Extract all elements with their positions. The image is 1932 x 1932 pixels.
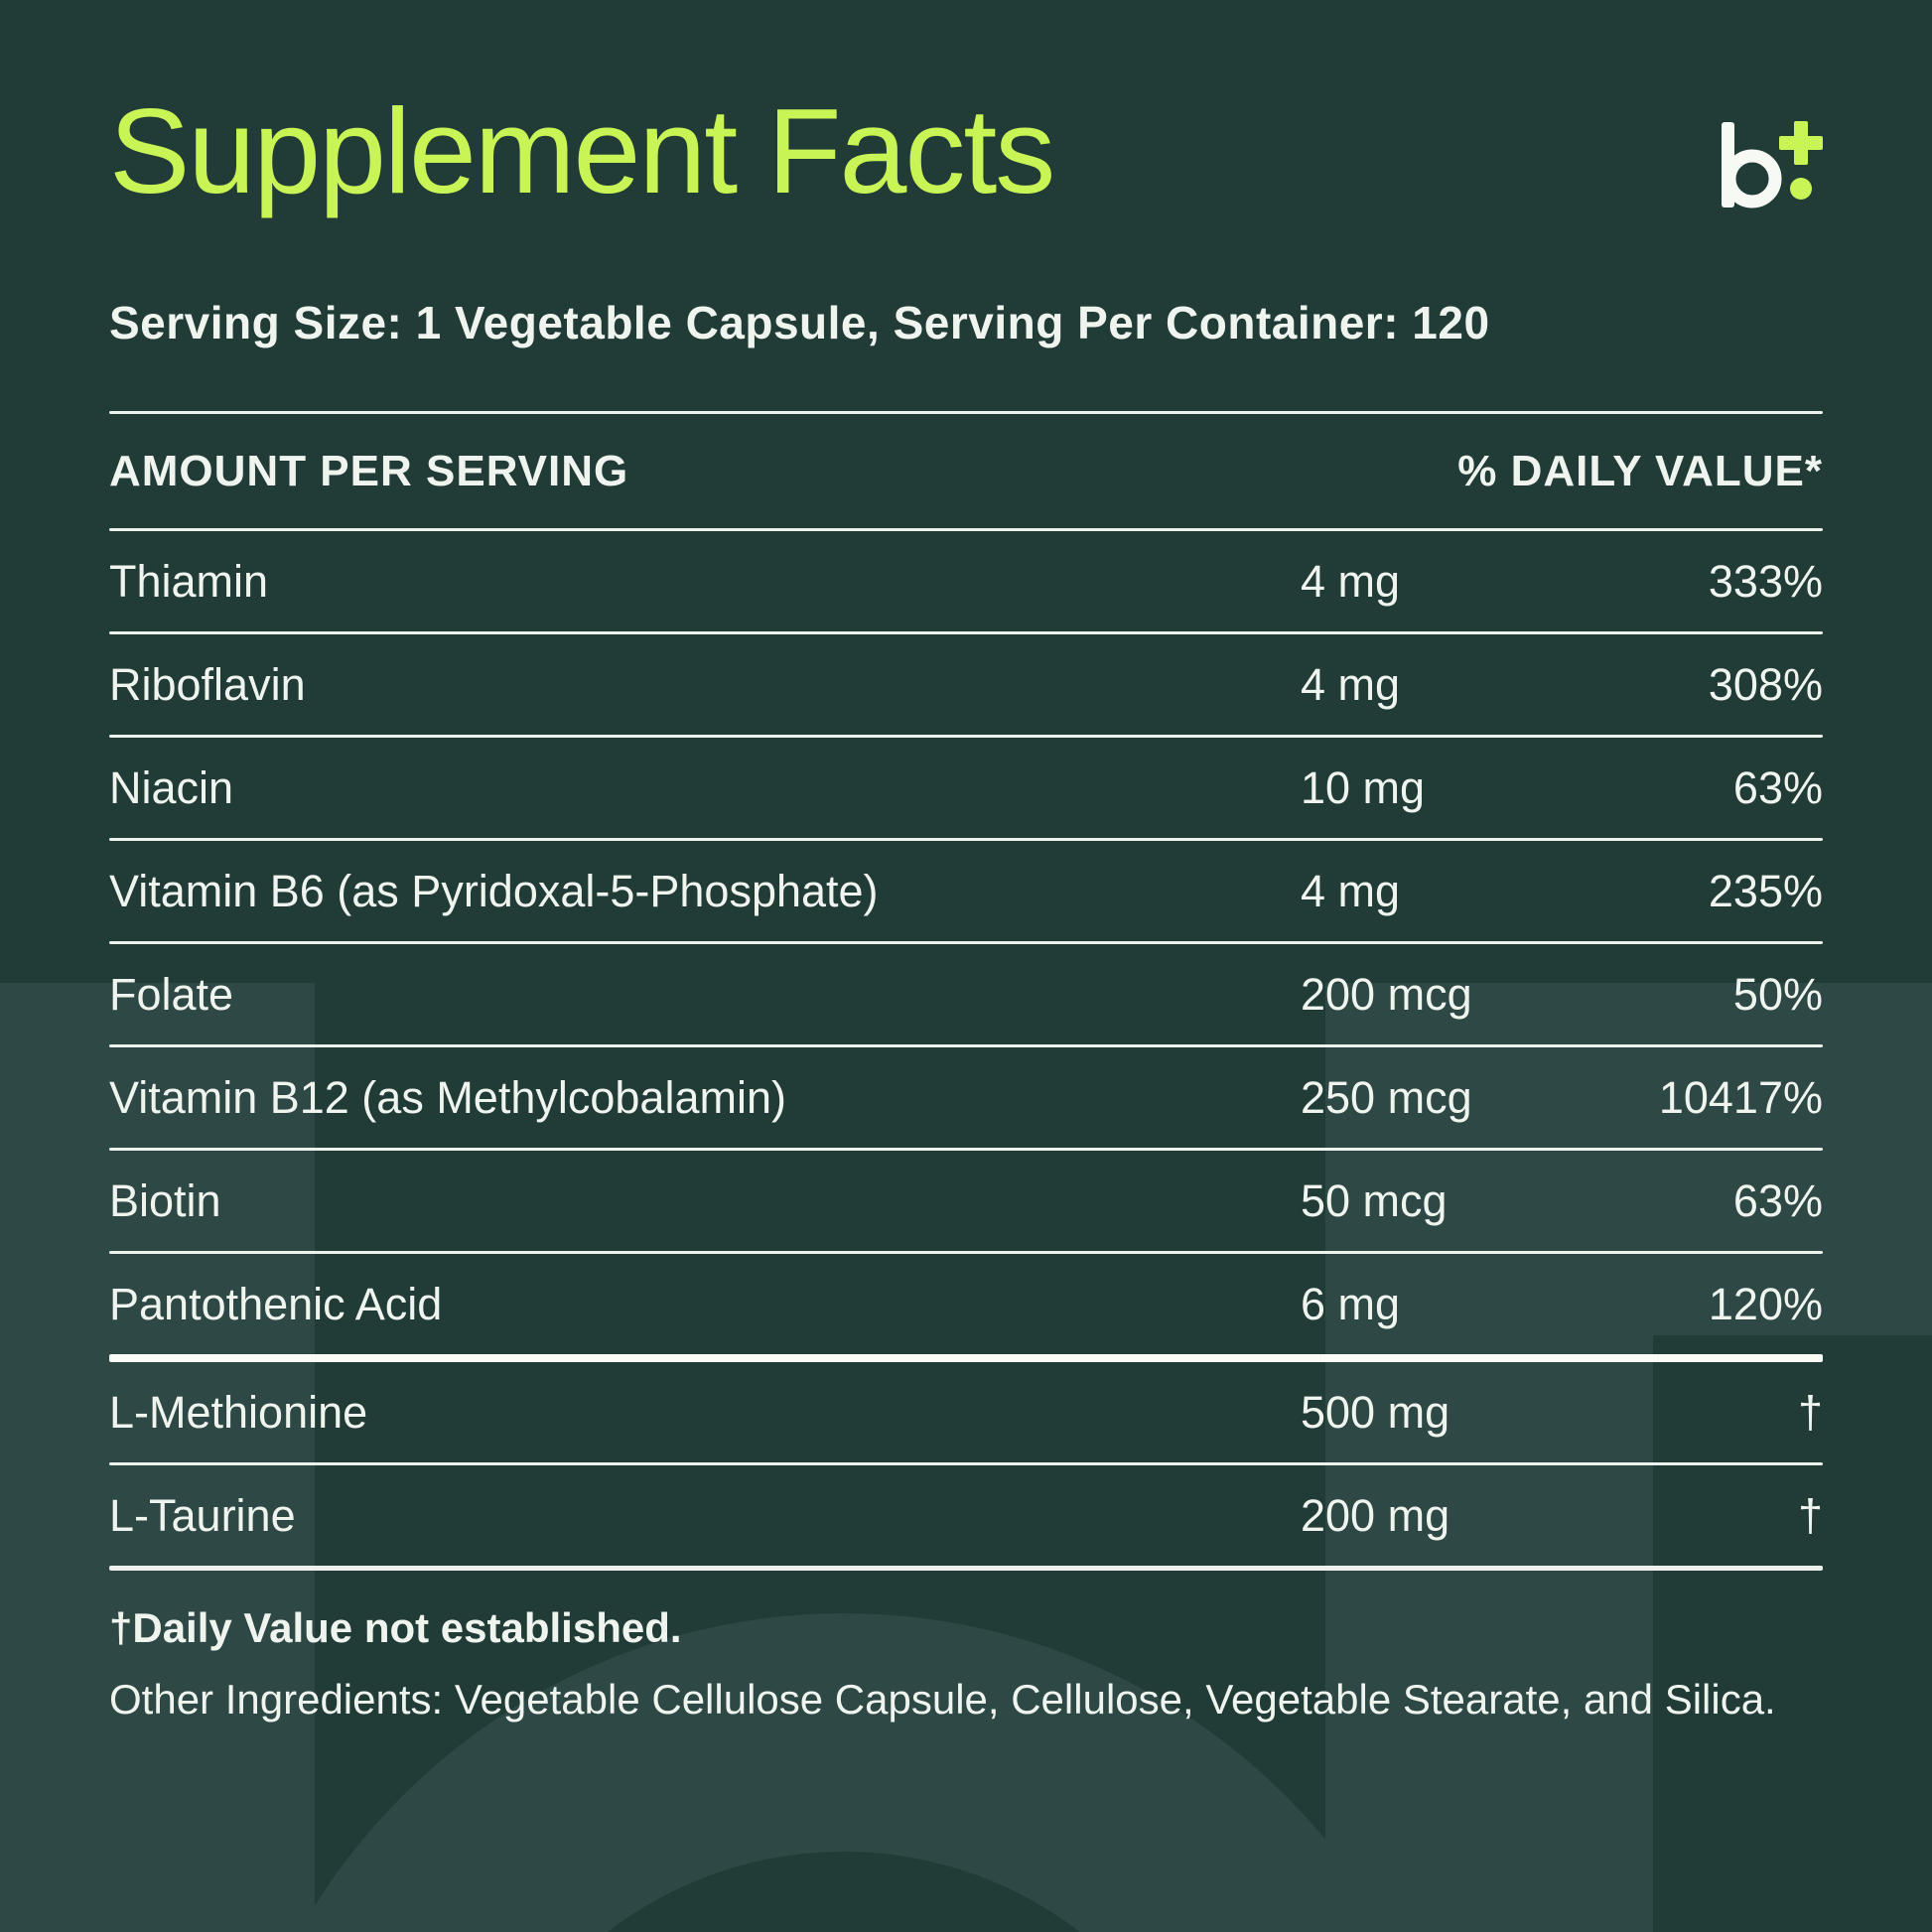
watermark-plus-arm	[1325, 983, 1932, 1335]
table-row: Niacin 10 mg 63%	[109, 738, 1823, 838]
row-nutrient-name: Thiamin	[109, 555, 269, 607]
table-row: Biotin 50 mcg 63%	[109, 1151, 1823, 1251]
row-nutrient-name: Riboflavin	[109, 658, 306, 710]
other-ingredients: Other Ingredients: Vegetable Cellulose C…	[109, 1676, 1776, 1724]
table-divider	[109, 1354, 1823, 1363]
row-daily-value: 63%	[1732, 1174, 1823, 1226]
row-daily-value: †	[1797, 1489, 1823, 1541]
row-nutrient-name: Niacin	[109, 761, 234, 813]
watermark-b-stem	[0, 983, 315, 1932]
table-divider	[109, 1462, 1823, 1466]
masthead: Supplement Facts	[109, 0, 1823, 214]
table-row: L-Methionine 500 mg †	[109, 1362, 1823, 1462]
row-daily-value: 120%	[1708, 1278, 1823, 1329]
row-daily-value: 235%	[1708, 865, 1823, 916]
table-divider	[109, 1148, 1823, 1152]
label-content: Supplement Facts Serving Size: 1 Vegetab…	[109, 0, 1823, 1724]
brand-logo	[1722, 121, 1823, 208]
row-nutrient-name: Folate	[109, 968, 234, 1020]
page-title: Supplement Facts	[109, 83, 1055, 218]
table-divider-top	[109, 411, 1823, 415]
row-nutrient-name: Vitamin B6 (as Pyridoxal-5-Phosphate)	[109, 865, 879, 916]
table-divider	[109, 941, 1823, 945]
table-row: Thiamin 4 mg 333%	[109, 531, 1823, 631]
table-divider	[109, 1251, 1823, 1255]
watermark-b-bowl	[299, 1613, 1390, 1932]
row-amount: 250 mcg	[1301, 1071, 1472, 1123]
table-divider-header	[109, 528, 1823, 532]
row-nutrient-name: L-Methionine	[109, 1386, 368, 1438]
column-header-amount: AMOUNT PER SERVING	[109, 446, 629, 495]
row-daily-value: 308%	[1708, 658, 1823, 710]
row-amount: 4 mg	[1301, 865, 1401, 916]
row-amount: 200 mg	[1301, 1489, 1450, 1541]
row-daily-value: 333%	[1708, 555, 1823, 607]
table-divider	[109, 631, 1823, 635]
row-amount: 4 mg	[1301, 555, 1401, 607]
row-daily-value: †	[1797, 1386, 1823, 1438]
row-daily-value: 63%	[1732, 761, 1823, 813]
row-daily-value: 50%	[1732, 968, 1823, 1020]
table-row: Riboflavin 4 mg 308%	[109, 634, 1823, 735]
logo-dot	[1790, 178, 1812, 200]
row-amount: 10 mg	[1301, 761, 1426, 813]
logo-plus-vertical	[1794, 121, 1808, 165]
table-row: Vitamin B6 (as Pyridoxal-5-Phosphate) 4 m…	[109, 841, 1823, 941]
row-nutrient-name: L-Taurine	[109, 1489, 296, 1541]
table-divider	[109, 838, 1823, 842]
row-nutrient-name: Pantothenic Acid	[109, 1278, 443, 1329]
table-divider	[109, 1044, 1823, 1048]
table-row: Folate 200 mcg 50%	[109, 944, 1823, 1044]
row-amount: 200 mcg	[1301, 968, 1472, 1020]
table-row: Vitamin B12 (as Methylcobalamin) 250 mcg 1…	[109, 1047, 1823, 1148]
row-amount: 50 mcg	[1301, 1174, 1448, 1226]
table-header-row: AMOUNT PER SERVING % DAILY VALUE*	[109, 414, 1823, 528]
facts-rows: Thiamin 4 mg 333% Riboflavin 4 mg 308% Niacin 1…	[109, 531, 1823, 1572]
table-row: L-Taurine 200 mg †	[109, 1465, 1823, 1566]
logo-b-bowl	[1723, 149, 1782, 208]
table-divider	[109, 735, 1823, 739]
row-nutrient-name: Vitamin B12 (as Methylcobalamin)	[109, 1071, 786, 1123]
facts-table: AMOUNT PER SERVING % DAILY VALUE* Thiami…	[109, 411, 1823, 1572]
table-divider	[109, 1566, 1823, 1572]
column-header-daily-value: % DAILY VALUE*	[1457, 446, 1823, 495]
row-amount: 500 mg	[1301, 1386, 1450, 1438]
daily-value-footnote: †Daily Value not established.	[109, 1604, 682, 1652]
row-daily-value: 10417%	[1658, 1071, 1823, 1123]
row-amount: 4 mg	[1301, 658, 1401, 710]
row-amount: 6 mg	[1301, 1278, 1401, 1329]
table-row: Pantothenic Acid 6 mg 120%	[109, 1254, 1823, 1354]
row-nutrient-name: Biotin	[109, 1174, 221, 1226]
serving-info: Serving Size: 1 Vegetable Capsule, Servi…	[109, 297, 1490, 349]
